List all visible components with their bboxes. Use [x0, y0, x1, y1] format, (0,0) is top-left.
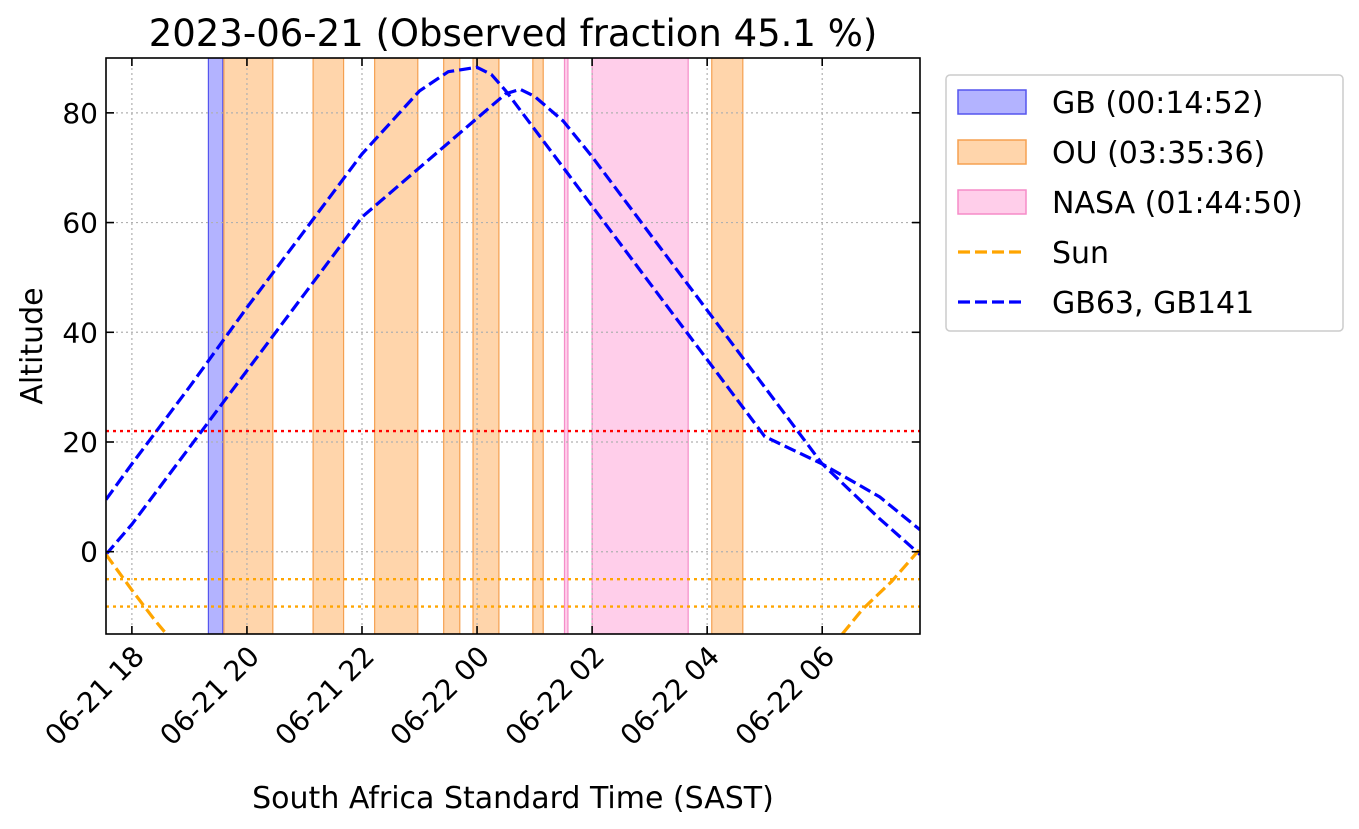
- series-line-gb63: [106, 65, 920, 532]
- series-line-sun: [841, 547, 920, 634]
- legend-swatch: [957, 139, 1027, 165]
- grid-lines: [106, 58, 920, 634]
- band-ou-6: [532, 58, 544, 634]
- legend-label: GB (00:14:52): [1052, 86, 1264, 121]
- plot-frame: [105, 57, 921, 635]
- legend-label: OU (03:35:36): [1052, 136, 1265, 171]
- y-tick-label: 20: [62, 426, 98, 459]
- band-nasa-8: [591, 58, 689, 634]
- legend: GB (00:14:52) OU (03:35:36) NASA (01:44:50…: [945, 74, 1344, 332]
- y-axis-ticks: 0 20 40 60 80: [62, 97, 920, 569]
- band-gb-0: [207, 58, 224, 634]
- series-line-sun: [106, 553, 168, 634]
- observation-bands: [207, 58, 744, 634]
- y-axis-label: Altitude: [15, 287, 50, 404]
- chart-title: 2023-06-21 (Observed fraction 45.1 %): [149, 12, 878, 55]
- band-ou-3: [374, 58, 419, 634]
- altitude-curves: [106, 65, 920, 634]
- band-nasa-7: [563, 58, 569, 634]
- x-axis-label: South Africa Standard Time (SAST): [252, 781, 774, 816]
- legend-swatch: [957, 89, 1027, 115]
- y-tick-label: 60: [62, 207, 98, 240]
- band-ou-2: [312, 58, 345, 634]
- band-ou-9: [711, 58, 744, 634]
- series-line-gb141: [106, 87, 920, 556]
- legend-label: GB63, GB141: [1052, 286, 1254, 321]
- band-ou-4: [443, 58, 461, 634]
- legend-label: NASA (01:44:50): [1052, 186, 1303, 221]
- y-tick-label: 80: [62, 97, 98, 130]
- legend-frame: [945, 74, 1344, 332]
- legend-label: Sun: [1052, 236, 1109, 271]
- legend-swatch: [957, 189, 1027, 215]
- threshold-lines: [106, 429, 920, 608]
- y-tick-label: 40: [62, 316, 98, 349]
- y-tick-label: 0: [80, 536, 98, 569]
